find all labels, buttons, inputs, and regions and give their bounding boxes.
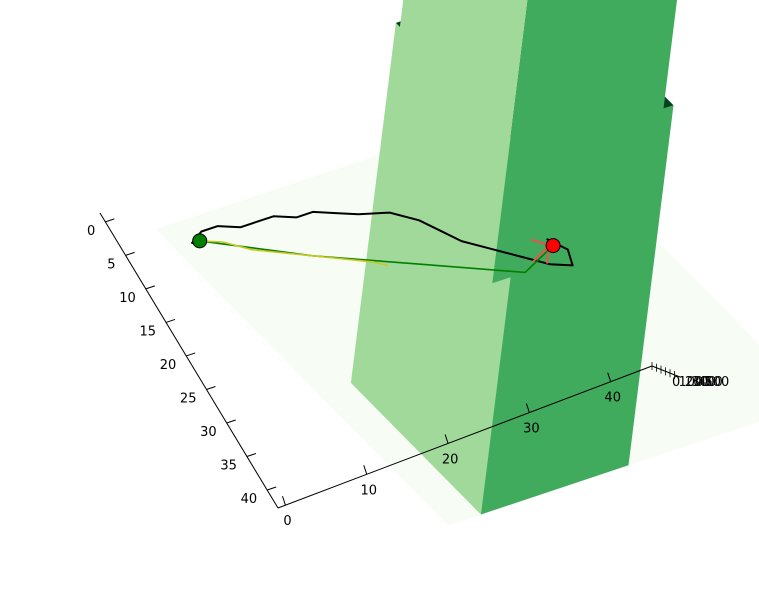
z-axis-tick-label: 500 [705, 375, 730, 390]
paths [190, 210, 574, 274]
start-marker [192, 233, 208, 249]
goal-marker [545, 238, 561, 254]
y-axis-line [277, 365, 653, 509]
x-axis-line [99, 212, 279, 509]
x-axis-tick-label: 10 [119, 291, 136, 306]
y-axis-tick [607, 372, 612, 382]
z-axis-tick-label: 400 [698, 375, 723, 390]
path-line-1 [190, 210, 574, 267]
y-axis-tick-label: 0 [283, 514, 291, 529]
path-line-2 [199, 240, 554, 274]
obstacle-block-2 [381, 0, 678, 284]
y-axis-tick [363, 465, 368, 475]
x-axis-tick-label: 25 [180, 391, 197, 406]
y-axis-tick-label: 20 [442, 452, 459, 467]
y-axis-tick [444, 434, 449, 444]
x-axis-tick-label: 30 [200, 425, 217, 440]
x-axis-tick-label: 5 [107, 257, 115, 272]
x-axis-tick-label: 0 [87, 224, 95, 239]
obstacle-side-face [492, 0, 678, 284]
x-axis-tick [267, 486, 277, 491]
z-axis-tick-label: 200 [685, 375, 710, 390]
x-axis-tick [226, 419, 236, 424]
markers [192, 233, 561, 264]
x-axis-tick [246, 453, 257, 457]
axes: 0510152025303540010203040010020030040050… [87, 212, 730, 529]
x-axis-tick-label: 15 [139, 324, 156, 339]
z-axis-tick-label: 100 [679, 375, 704, 390]
x-axis-tick [145, 285, 155, 290]
z-axis-tick-label: 300 [692, 375, 717, 390]
path-line-3 [199, 240, 388, 267]
x-axis-tick [165, 318, 176, 323]
y-axis-tick-label: 10 [361, 483, 378, 498]
x-axis-tick [186, 352, 196, 357]
x-axis-tick [105, 218, 115, 223]
z-axis-tick-label: 0 [672, 375, 680, 390]
x-axis-tick-label: 40 [241, 492, 258, 507]
x-axis-tick [206, 385, 216, 390]
y-axis-tick [282, 496, 286, 506]
x-axis-tick-label: 35 [220, 459, 237, 474]
obstacle-side-face [381, 0, 528, 284]
x-axis-tick [125, 251, 135, 256]
x-axis-tick-label: 20 [160, 358, 177, 373]
y-axis-tick [525, 403, 530, 413]
y-axis-tick-label: 40 [604, 391, 621, 406]
y-axis-tick-label: 30 [523, 422, 540, 437]
